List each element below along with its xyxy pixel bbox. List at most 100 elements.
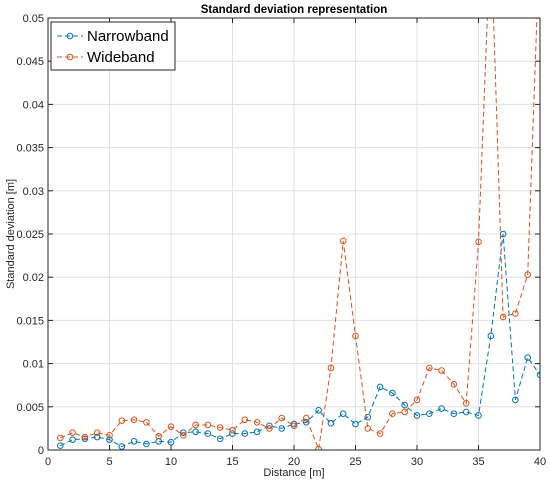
point-wideband-2: [69, 429, 76, 437]
point-wideband-24: [339, 237, 347, 245]
y-tick-label-8: 0.04: [23, 99, 44, 111]
grid: [47, 17, 541, 451]
series-line-wideband: [60, 18, 538, 450]
point-wideband-34: [462, 400, 470, 407]
point-wideband-5: [106, 432, 113, 439]
point-narrowband-35: [475, 412, 482, 419]
point-wideband-18: [266, 425, 273, 432]
x-tick-label-0: 0: [45, 456, 51, 468]
x-tick-label-5: 25: [349, 456, 361, 468]
point-narrowband-33: [450, 410, 458, 418]
point-narrowband-34: [462, 408, 470, 416]
series-line-narrowband: [60, 233, 540, 448]
point-narrowband-29: [401, 401, 409, 409]
point-wideband-32: [438, 367, 445, 374]
point-wideband-31: [426, 364, 433, 372]
point-narrowband-1: [57, 442, 64, 449]
point-narrowband-27: [376, 383, 384, 391]
y-tick-label-0: 0: [38, 445, 44, 457]
point-narrowband-14: [216, 435, 224, 443]
point-wideband-15: [229, 426, 236, 434]
point-narrowband-39: [524, 354, 532, 361]
point-wideband-11: [180, 432, 187, 439]
x-tick-label-4: 20: [288, 456, 300, 468]
y-tick-label-9: 0.045: [16, 56, 44, 68]
point-wideband-25: [352, 332, 359, 340]
point-wideband-3: [81, 433, 89, 441]
point-narrowband-36: [487, 332, 495, 340]
point-narrowband-19: [278, 425, 286, 432]
point-wideband-1: [57, 434, 64, 442]
point-wideband-29: [401, 408, 409, 416]
y-tick-label-7: 0.035: [16, 143, 44, 155]
y-tick-label-6: 0.03: [23, 186, 44, 198]
x-tick-label-1: 5: [106, 456, 112, 468]
chart-title: Standard deviation representation: [201, 4, 388, 16]
x-tick-label-7: 35: [472, 456, 484, 468]
legend: Narrowband Wideband: [50, 21, 176, 71]
point-narrowband-25: [352, 420, 359, 428]
y-tick-label-10: 0.05: [23, 13, 44, 25]
point-narrowband-17: [253, 428, 261, 436]
point-narrowband-6: [118, 443, 126, 450]
point-wideband-27: [376, 430, 384, 437]
point-narrowband-28: [389, 389, 396, 397]
point-wideband-22: [315, 445, 322, 450]
point-narrowband-16: [241, 430, 249, 437]
legend-box: [50, 21, 176, 71]
point-narrowband-22: [315, 406, 322, 414]
legend-label-narrowband: Narrowband: [87, 28, 169, 45]
point-narrowband-37: [499, 230, 507, 238]
point-wideband-39: [524, 271, 532, 278]
point-wideband-10: [167, 423, 175, 430]
point-narrowband-8: [143, 440, 150, 448]
point-wideband-9: [155, 432, 162, 440]
y-tick-label-3: 0.015: [16, 315, 44, 327]
point-narrowband-24: [339, 410, 347, 418]
y-tick-label-4: 0.02: [23, 272, 44, 284]
point-wideband-8: [143, 419, 150, 426]
point-wideband-17: [253, 419, 261, 426]
point-narrowband-4: [93, 433, 101, 441]
point-wideband-19: [278, 414, 286, 422]
x-axis-label: Distance [m]: [263, 467, 324, 479]
point-wideband-30: [413, 396, 421, 404]
x-tick-label-6: 30: [411, 456, 423, 468]
y-tick-label-2: 0.01: [23, 359, 44, 371]
point-narrowband-13: [204, 430, 212, 437]
plot-area: [57, 18, 540, 450]
point-narrowband-5: [106, 436, 113, 443]
legend-marker-narrowband: [66, 32, 74, 40]
point-narrowband-30: [413, 412, 421, 419]
y-axis-label: Standard deviation [m]: [5, 179, 17, 289]
point-wideband-35: [475, 238, 482, 246]
point-narrowband-15: [229, 430, 236, 437]
point-wideband-12: [192, 421, 199, 429]
legend-entry-wideband: Wideband: [57, 49, 155, 66]
point-wideband-21: [303, 414, 310, 422]
point-narrowband-21: [303, 419, 310, 426]
point-wideband-16: [241, 416, 249, 424]
point-narrowband-2: [69, 436, 76, 443]
axes: 0 5 10 15 20 25 30 35 40 0 0.005 0.01 0.015 0.02 0.025…: [16, 13, 546, 468]
point-wideband-38: [512, 310, 519, 317]
point-narrowband-7: [130, 438, 138, 445]
point-narrowband-31: [426, 410, 433, 418]
point-wideband-20: [290, 422, 298, 430]
x-tick-label-2: 10: [165, 456, 177, 468]
point-wideband-7: [130, 416, 138, 424]
point-narrowband-38: [512, 396, 519, 404]
point-wideband-23: [327, 364, 335, 372]
point-narrowband-32: [438, 405, 445, 412]
point-wideband-14: [216, 424, 224, 431]
point-narrowband-23: [327, 419, 335, 427]
y-tick-label-5: 0.025: [16, 229, 44, 241]
point-wideband-13: [204, 421, 212, 429]
legend-label-wideband: Wideband: [87, 49, 155, 66]
point-narrowband-12: [192, 428, 199, 436]
legend-marker-wideband: [66, 53, 74, 61]
point-wideband-6: [118, 417, 126, 424]
x-tick-label-8: 40: [534, 456, 546, 468]
